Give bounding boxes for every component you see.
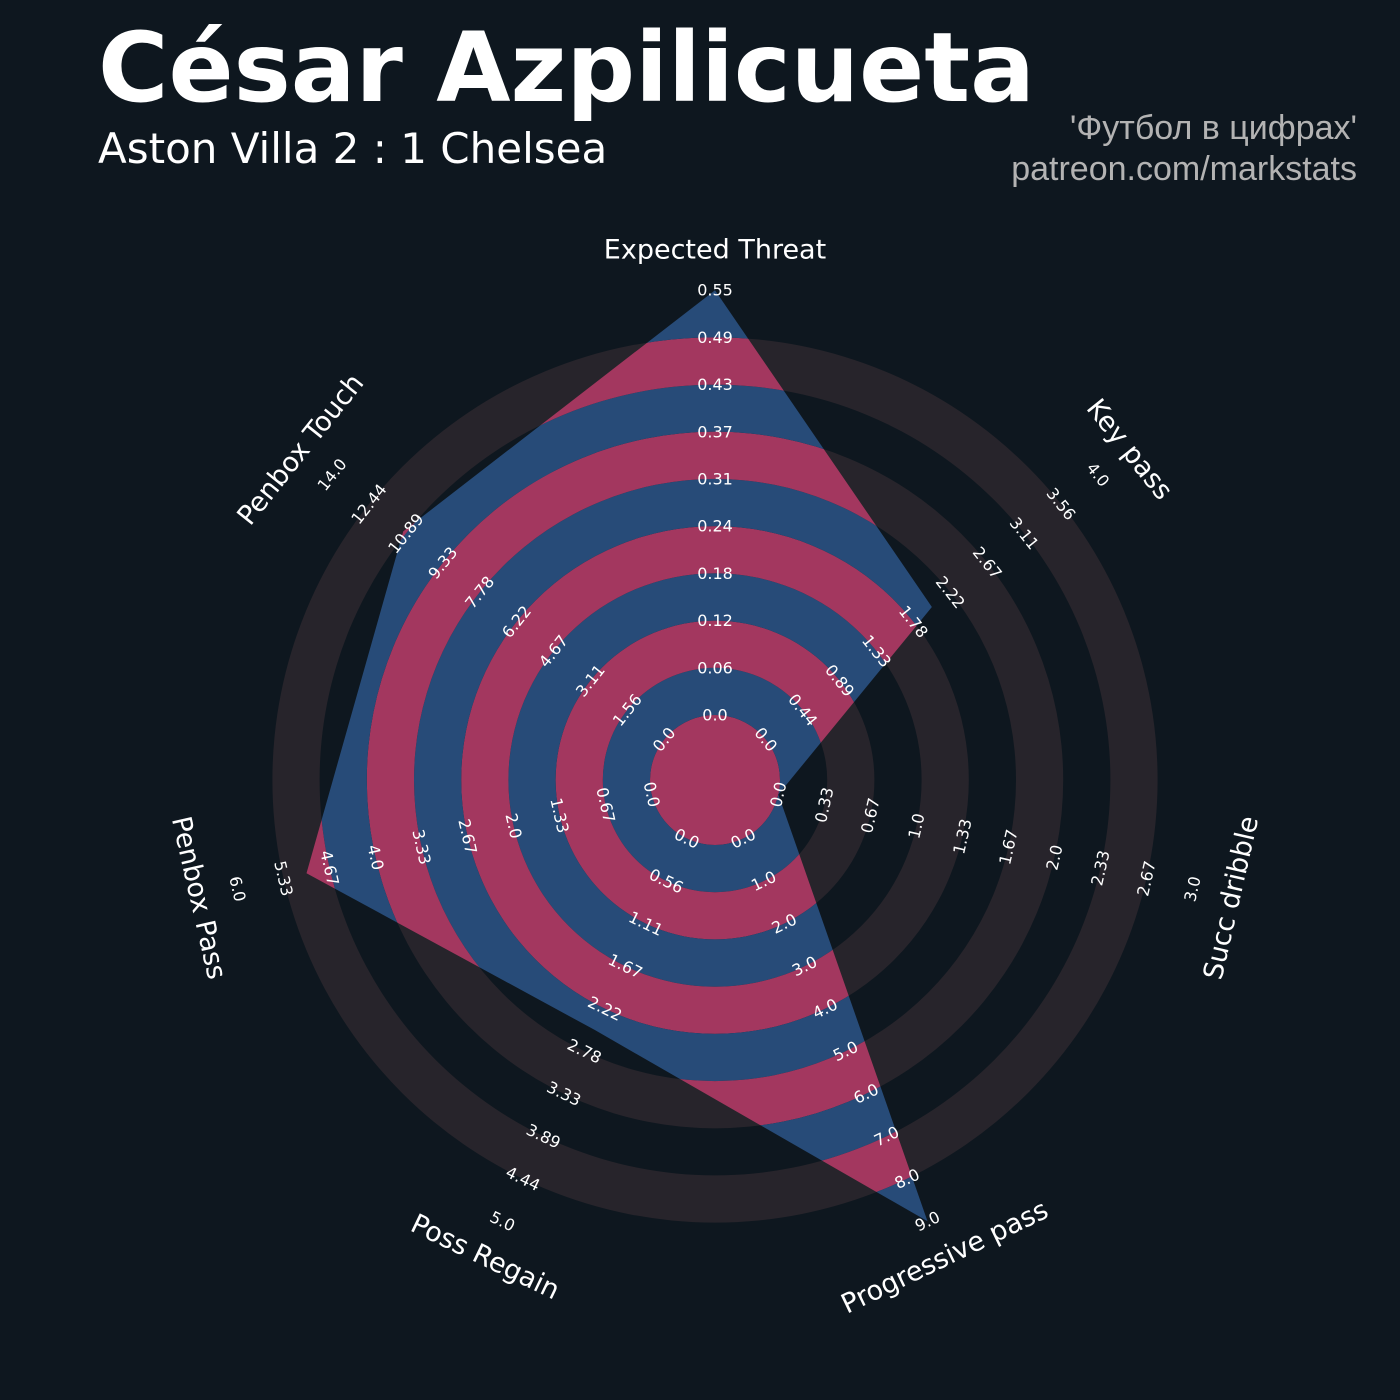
tick-label: 0.0 [702,706,727,725]
tick-label: 0.37 [697,422,733,441]
tick-label: 14.0 [314,455,351,495]
credit-line-1: 'Футбол в цифрах' [1069,109,1357,147]
tick-label: 0.31 [697,470,733,489]
value-area [306,290,932,1222]
tick-label: 5.0 [487,1207,518,1235]
tick-label: 0.24 [697,517,733,536]
tick-label: 0.06 [697,658,733,677]
value-ring [602,667,828,893]
axis-label: Poss Regain [406,1208,565,1306]
axis-label: Penbox Pass [165,813,232,982]
tick-label: 6.0 [225,874,249,903]
axis-label: Progressive pass [836,1194,1053,1320]
credit-block: 'Футбол в цифрах' patreon.com/markstats [1011,108,1357,190]
tick-label: 0.12 [697,611,733,630]
axis-label: Key pass [1080,393,1179,506]
chart-title: César Azpilicueta [98,12,1035,124]
value-ring-core [650,715,780,845]
tick-label: 0.49 [697,328,733,347]
credit-line-2: patreon.com/markstats [1011,149,1357,188]
tick-label: 0.55 [697,281,733,300]
axis-label: Penbox Touch [231,368,370,531]
tick-label: 3.0 [1180,874,1204,903]
tick-label: 4.0 [1083,459,1114,491]
axis-label: Succ dribble [1198,813,1265,982]
axis-label: Expected Threat [604,235,826,266]
tick-label: 0.18 [697,564,733,583]
chart-subtitle: Aston Villa 2 : 1 Chelsea [98,124,608,173]
value-ring [555,620,875,940]
tick-label: 0.43 [697,375,733,394]
